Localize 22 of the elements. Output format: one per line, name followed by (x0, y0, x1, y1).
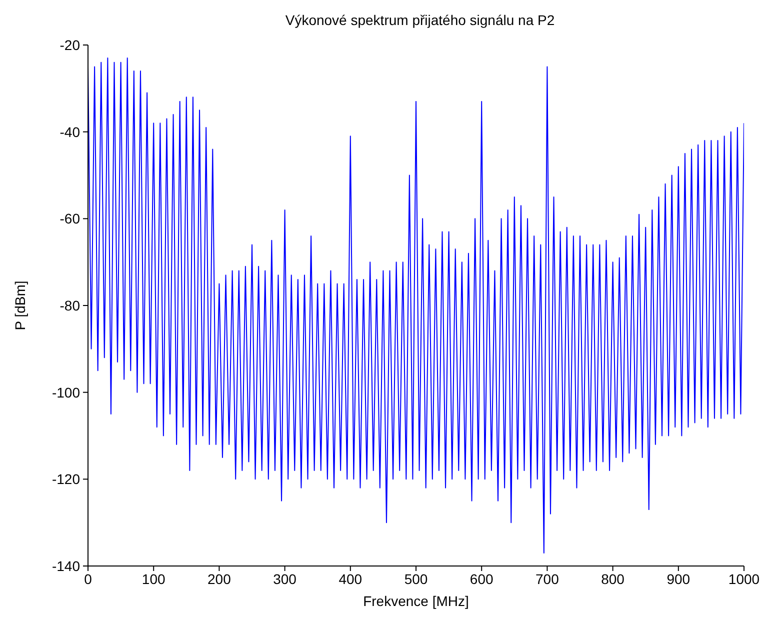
x-axis-title: Frekvence [MHz] (363, 593, 469, 609)
y-tick-label: -40 (60, 124, 80, 140)
x-tick-label: 200 (208, 570, 232, 587)
x-tick-label: 700 (536, 570, 560, 587)
y-tick-label: -140 (52, 558, 80, 574)
x-tick-label: 0 (84, 570, 92, 587)
x-tick-label: 100 (142, 570, 166, 587)
y-tick-label: -80 (60, 297, 80, 314)
x-tick-label: 300 (273, 570, 297, 587)
line-series (88, 58, 744, 554)
y-tick-label: -100 (52, 384, 80, 400)
x-tick-label: 400 (338, 570, 362, 587)
y-tick-label: -120 (52, 471, 80, 488)
x-tick-label: 800 (601, 570, 625, 587)
y-axis-title: P [dBm] (12, 280, 28, 330)
x-tick-label: 500 (404, 570, 428, 587)
y-tick-label: -20 (60, 36, 80, 53)
x-tick-label: 900 (666, 570, 690, 587)
chart-title: Výkonové spektrum přijatého signálu na P2 (284, 12, 556, 28)
x-tick-label: 600 (470, 570, 494, 587)
x-tick-label: 1000 (728, 570, 760, 587)
y-tick-label: -60 (60, 210, 80, 227)
